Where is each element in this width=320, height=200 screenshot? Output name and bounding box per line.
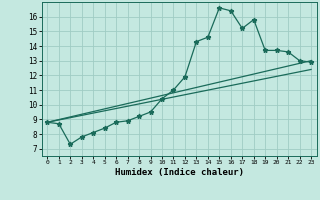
X-axis label: Humidex (Indice chaleur): Humidex (Indice chaleur) <box>115 168 244 177</box>
